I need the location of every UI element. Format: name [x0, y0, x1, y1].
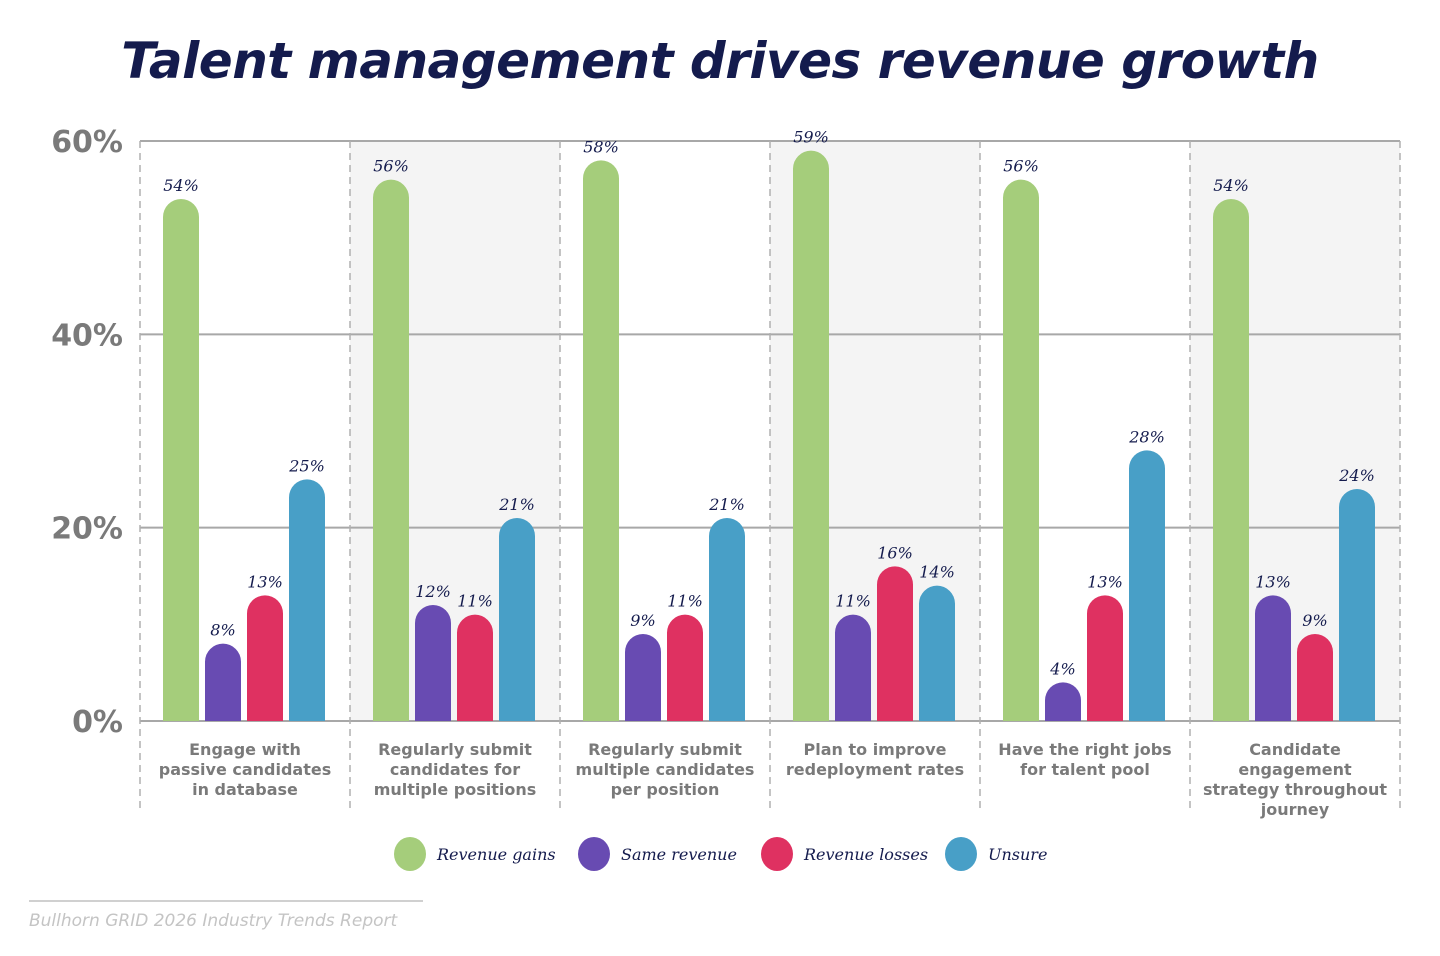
data-label: 11%	[835, 592, 871, 611]
bar-unsure	[1129, 450, 1165, 721]
data-label: 56%	[1003, 157, 1039, 176]
category-label: engagement	[1238, 760, 1352, 779]
category-label: passive candidates	[159, 760, 332, 779]
bar-unsure	[709, 518, 745, 721]
data-label: 54%	[163, 176, 199, 195]
legend-swatch	[761, 837, 793, 871]
source-divider	[29, 900, 423, 902]
bar-same-revenue	[205, 643, 241, 721]
category-label: multiple positions	[374, 780, 537, 799]
bar-revenue-gains	[583, 160, 619, 722]
data-label: 14%	[919, 563, 955, 582]
data-label: 9%	[630, 611, 655, 630]
bar-same-revenue	[1045, 682, 1081, 721]
bar-revenue-gains	[373, 179, 410, 721]
bar-same-revenue	[415, 605, 451, 721]
legend-label: Revenue losses	[803, 845, 928, 864]
data-label: 11%	[457, 592, 493, 611]
category-label: Plan to improve	[804, 740, 947, 759]
bar-unsure	[919, 585, 955, 721]
data-label: 9%	[1302, 611, 1327, 630]
data-label: 24%	[1338, 466, 1375, 485]
bar-unsure	[289, 479, 325, 721]
bar-revenue-losses	[247, 595, 283, 721]
y-tick-label: 40%	[51, 318, 123, 353]
bar-revenue-losses	[877, 566, 913, 721]
category-label: per position	[611, 780, 720, 799]
data-label: 21%	[498, 495, 535, 514]
category-label: Regularly submit	[378, 740, 532, 759]
data-label: 13%	[247, 572, 283, 591]
data-label: 54%	[1213, 176, 1249, 195]
bar-revenue-losses	[457, 614, 493, 721]
data-label: 59%	[793, 128, 829, 147]
chart-title: Talent management drives revenue growth	[121, 32, 1319, 90]
bar-same-revenue	[1255, 595, 1291, 721]
data-label: 4%	[1049, 659, 1075, 678]
data-label: 21%	[708, 495, 745, 514]
bar-revenue-gains	[1213, 199, 1249, 721]
bar-revenue-losses	[1297, 634, 1333, 721]
data-label: 16%	[877, 543, 913, 562]
category-label: Engage with	[189, 740, 301, 759]
bar-revenue-gains	[1003, 179, 1039, 721]
legend-swatch	[945, 837, 977, 871]
y-tick-label: 0%	[72, 705, 123, 740]
data-label: 13%	[1255, 572, 1291, 591]
category-label: Regularly submit	[588, 740, 742, 759]
data-label: 12%	[415, 582, 451, 601]
data-label: 8%	[210, 621, 235, 640]
bar-revenue-gains	[793, 150, 829, 721]
category-label: strategy throughout	[1203, 780, 1387, 799]
category-label: Candidate	[1249, 740, 1341, 759]
source-note: Bullhorn GRID 2026 Industry Trends Repor…	[29, 911, 398, 931]
bar-unsure	[1339, 489, 1375, 721]
bar-same-revenue	[835, 614, 871, 721]
category-label: for talent pool	[1020, 760, 1150, 779]
category-label: in database	[192, 780, 298, 799]
data-label: 58%	[583, 137, 619, 156]
legend-label: Unsure	[988, 845, 1047, 864]
data-label: 28%	[1128, 427, 1165, 446]
legend-swatch	[394, 837, 426, 871]
bar-same-revenue	[625, 634, 661, 721]
y-tick-label: 20%	[51, 512, 123, 547]
legend-label: Same revenue	[621, 845, 737, 864]
bar-revenue-gains	[163, 199, 199, 721]
category-label: Have the right jobs	[998, 740, 1171, 759]
y-tick-label: 60%	[51, 125, 123, 160]
category-label: candidates for	[390, 760, 520, 779]
legend-swatch	[578, 837, 610, 871]
category-label: journey	[1260, 800, 1330, 819]
legend-label: Revenue gains	[436, 845, 556, 864]
data-label: 25%	[288, 456, 325, 475]
data-label: 56%	[373, 157, 409, 176]
category-label: multiple candidates	[576, 760, 755, 779]
category-label: redeployment rates	[786, 760, 964, 779]
bar-unsure	[499, 518, 535, 721]
data-label: 11%	[667, 592, 703, 611]
bar-revenue-losses	[1087, 595, 1123, 721]
data-label: 13%	[1087, 572, 1123, 591]
bar-revenue-losses	[667, 614, 703, 721]
